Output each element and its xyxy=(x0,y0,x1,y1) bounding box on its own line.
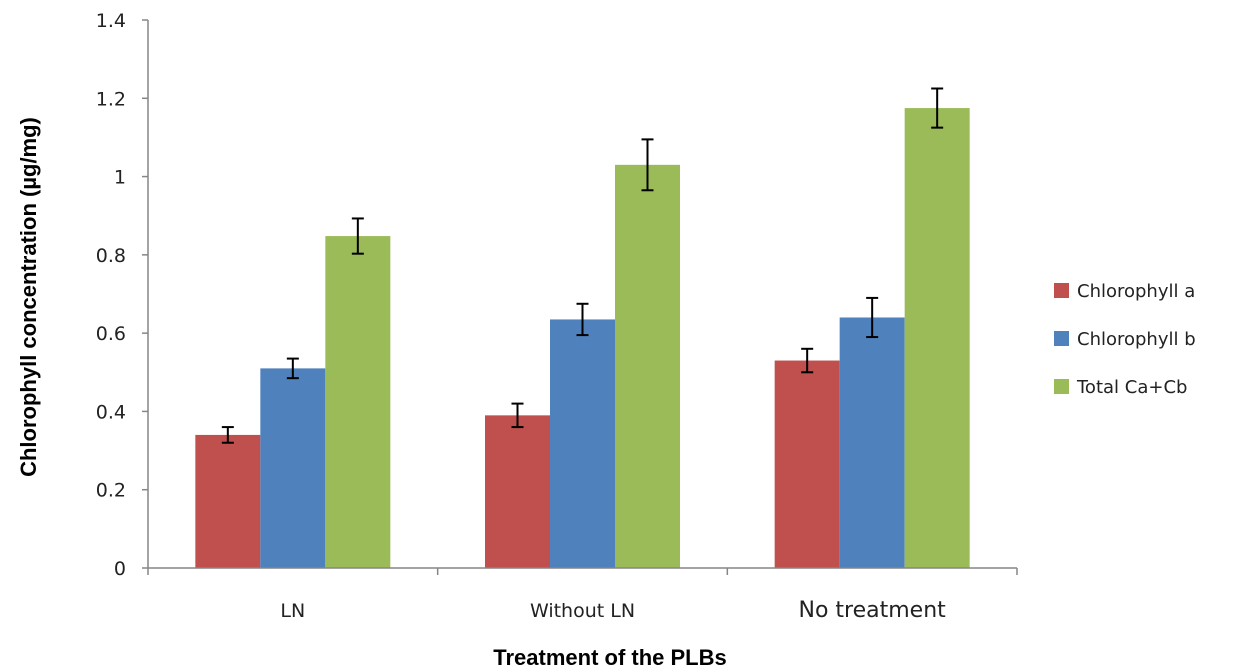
x-ticks: LN Without LN No treatment xyxy=(147,568,1018,623)
bar xyxy=(550,319,615,568)
legend-swatch xyxy=(1054,379,1069,394)
y-tick-label: 0 xyxy=(114,558,126,580)
bar xyxy=(904,108,970,569)
y-tick-label: 1 xyxy=(114,167,126,189)
bars-layer xyxy=(195,108,970,569)
x-axis-title: Treatment of the PLBs xyxy=(493,645,726,670)
x-tick-label: Without LN xyxy=(530,600,635,622)
bar xyxy=(195,434,261,568)
y-tick-label: 1.4 xyxy=(96,10,126,32)
y-tick-label: 0.8 xyxy=(96,245,126,267)
legend-swatch xyxy=(1054,283,1069,298)
axes-layer xyxy=(147,20,1017,569)
legend-swatch xyxy=(1054,331,1069,346)
bar xyxy=(774,360,840,568)
bar xyxy=(325,236,391,568)
bar xyxy=(485,415,550,568)
y-tick-label: 0.4 xyxy=(96,401,126,423)
bar xyxy=(615,164,680,569)
bar xyxy=(839,317,905,568)
bar xyxy=(260,368,326,568)
y-ticks: 0 0.2 0.4 0.6 0.8 1 1.2 1.4 xyxy=(96,10,148,580)
y-axis-title: Chlorophyll concentration (µg/mg) xyxy=(16,117,41,477)
x-tick-label: No treatment xyxy=(799,598,947,623)
y-tick-label: 0.6 xyxy=(96,323,126,345)
legend-label: Total Ca+Cb xyxy=(1076,377,1187,398)
legend-label: Chlorophyll b xyxy=(1077,329,1196,350)
y-tick-label: 0.2 xyxy=(96,480,126,502)
y-tick-label: 1.2 xyxy=(96,88,126,110)
error-bars-layer xyxy=(221,87,944,444)
legend-label: Chlorophyll a xyxy=(1077,281,1195,302)
x-tick-label: LN xyxy=(280,600,305,622)
legend: Chlorophyll a Chlorophyll b Total Ca+Cb xyxy=(1054,281,1196,398)
